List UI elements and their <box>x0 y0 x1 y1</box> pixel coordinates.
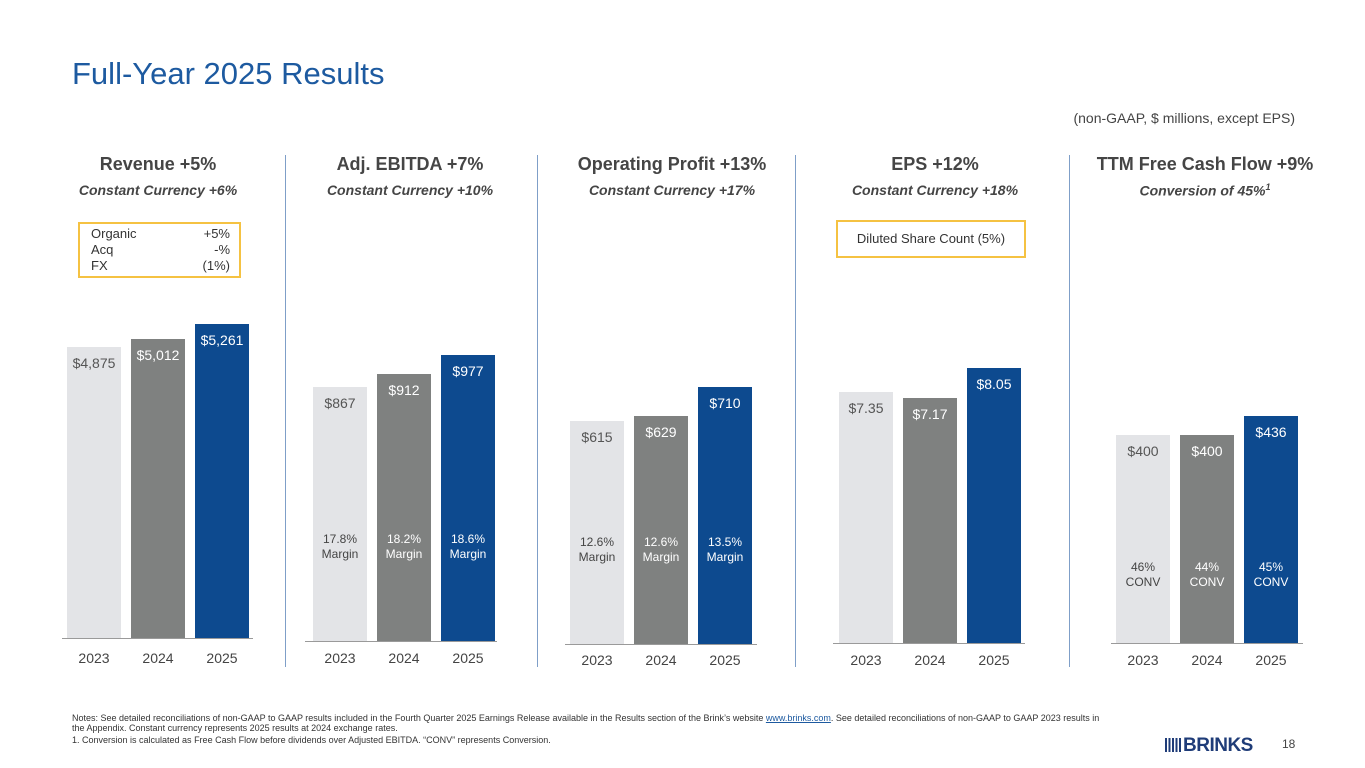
panel-separator <box>537 155 538 667</box>
logo-stripes-icon <box>1165 738 1182 752</box>
free-cash-flow-bar-note: 44% CONV <box>1189 560 1225 589</box>
brinks-logo: BRINKS <box>1165 735 1253 757</box>
revenue-value-label: $5,012 <box>136 347 180 363</box>
ebitda-bar-2025 <box>441 355 495 641</box>
callout-label: Organic <box>91 226 137 241</box>
operating-profit-value-label: $615 <box>581 429 613 445</box>
revenue-value-label: $5,261 <box>200 332 244 348</box>
panel-separator <box>285 155 286 667</box>
eps-value-label: $7.35 <box>848 400 884 416</box>
panel-title-ebitda: Adj. EBITDA +7% <box>336 154 484 174</box>
panel-separator <box>1069 155 1070 667</box>
callout-label: FX <box>91 258 108 273</box>
panel-title-eps: EPS +12% <box>891 154 979 174</box>
page-number: 18 <box>1282 737 1296 751</box>
panel-subtitle-revenue: Constant Currency +6% <box>78 182 238 198</box>
operating-profit-year-label: 2023 <box>581 652 613 668</box>
revenue-value-label: $4,875 <box>72 355 116 371</box>
ebitda-year-label: 2025 <box>452 650 484 666</box>
operating-profit-bar-2023 <box>570 421 624 644</box>
free-cash-flow-bar-note: 46% CONV <box>1125 560 1161 589</box>
revenue-bar-2024 <box>131 339 185 638</box>
operating-profit-bar-note: 12.6% Margin <box>578 535 616 564</box>
operating-profit-year-label: 2024 <box>645 652 677 668</box>
ebitda-value-label: $867 <box>324 395 356 411</box>
revenue-bar-2023 <box>67 347 121 638</box>
operating-profit-bar-note: 12.6% Margin <box>642 535 680 564</box>
ebitda-axis-line <box>305 641 497 642</box>
operating-profit-year-label: 2025 <box>709 652 741 668</box>
panel-separator <box>795 155 796 667</box>
footnote-line-1: Notes: See detailed reconciliations of n… <box>72 713 1100 733</box>
free-cash-flow-axis-line <box>1111 643 1303 644</box>
operating-profit-axis-line <box>565 644 757 645</box>
panel-subtitle-free-cash-flow: Conversion of 45%1 <box>1139 182 1271 199</box>
panel-title-revenue: Revenue +5% <box>99 154 217 174</box>
free-cash-flow-value-label: $400 <box>1191 443 1223 459</box>
revenue-axis-line <box>62 638 253 639</box>
panel-title-operating-profit: Operating Profit +13% <box>577 154 767 174</box>
callout-row-organic: Organic +5% <box>91 226 230 242</box>
panel-title-free-cash-flow: TTM Free Cash Flow +9% <box>1096 154 1314 174</box>
free-cash-flow-bar-2023 <box>1116 435 1170 643</box>
units-note: (non-GAAP, $ millions, except EPS) <box>1073 110 1295 126</box>
operating-profit-bar-2025 <box>698 387 752 644</box>
eps-axis-line <box>833 643 1025 644</box>
callout-row-acq: Acq -% <box>91 242 230 258</box>
eps-value-label: $7.17 <box>912 406 948 422</box>
eps-year-label: 2023 <box>850 652 882 668</box>
eps-year-label: 2025 <box>978 652 1010 668</box>
revenue-bar-2025 <box>195 324 249 638</box>
revenue-year-label: 2024 <box>142 650 174 666</box>
eps-bar-2024 <box>903 398 957 643</box>
panel-subtitle-operating-profit: Constant Currency +17% <box>588 182 756 198</box>
eps-value-label: $8.05 <box>976 376 1012 392</box>
operating-profit-bar-note: 13.5% Margin <box>706 535 744 564</box>
ebitda-year-label: 2023 <box>324 650 356 666</box>
revenue-year-label: 2025 <box>206 650 238 666</box>
eps-bar-2023 <box>839 392 893 643</box>
free-cash-flow-bar-2025 <box>1244 416 1298 643</box>
callout-value: -% <box>214 242 230 257</box>
revenue-year-label: 2023 <box>78 650 110 666</box>
operating-profit-value-label: $710 <box>709 395 741 411</box>
page-title: Full-Year 2025 Results <box>72 56 385 91</box>
free-cash-flow-bar-note: 45% CONV <box>1253 560 1289 589</box>
revenue-breakdown-callout: Organic +5% Acq -% FX (1%) <box>78 222 241 278</box>
ebitda-bar-2024 <box>377 374 431 641</box>
eps-year-label: 2024 <box>914 652 946 668</box>
footnote-line-2: 1. Conversion is calculated as Free Cash… <box>72 735 551 745</box>
panel-subtitle-ebitda: Constant Currency +10% <box>326 182 494 198</box>
panel-subtitle-eps: Constant Currency +18% <box>851 182 1019 198</box>
eps-bar-2025 <box>967 368 1021 643</box>
operating-profit-bar-2024 <box>634 416 688 644</box>
diluted-share-count-callout: Diluted Share Count (5%) <box>836 220 1026 258</box>
ebitda-value-label: $912 <box>388 382 420 398</box>
ebitda-bar-note: 17.8% Margin <box>321 532 359 561</box>
operating-profit-value-label: $629 <box>645 424 677 440</box>
callout-value: +5% <box>203 226 230 241</box>
ebitda-bar-note: 18.2% Margin <box>385 532 423 561</box>
footnotes: Notes: See detailed reconciliations of n… <box>72 713 1112 745</box>
callout-label: Acq <box>91 242 114 257</box>
free-cash-flow-value-label: $436 <box>1255 424 1287 440</box>
free-cash-flow-year-label: 2025 <box>1255 652 1287 668</box>
brinks-website-link[interactable]: www.brinks.com <box>765 713 831 723</box>
callout-value: (1%) <box>202 258 230 273</box>
callout-row-fx: FX (1%) <box>91 258 230 274</box>
free-cash-flow-bar-2024 <box>1180 435 1234 643</box>
ebitda-bar-note: 18.6% Margin <box>449 532 487 561</box>
ebitda-bar-2023 <box>313 387 367 641</box>
free-cash-flow-value-label: $400 <box>1127 443 1159 459</box>
free-cash-flow-year-label: 2024 <box>1191 652 1223 668</box>
ebitda-year-label: 2024 <box>388 650 420 666</box>
free-cash-flow-year-label: 2023 <box>1127 652 1159 668</box>
ebitda-value-label: $977 <box>452 363 484 379</box>
